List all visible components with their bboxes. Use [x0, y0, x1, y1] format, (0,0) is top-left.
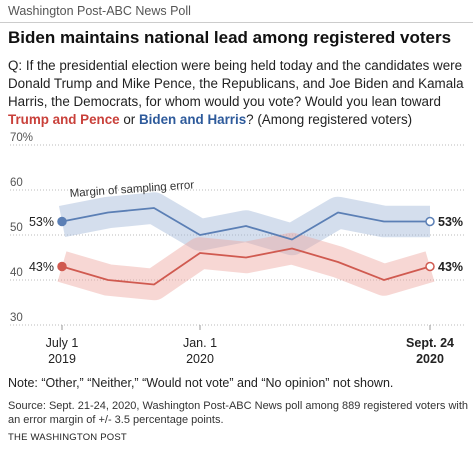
question-text: or [123, 112, 136, 127]
y-tick-label: 40 [10, 267, 23, 279]
series-line [61, 247, 431, 286]
y-tick-label: 60 [10, 177, 23, 189]
brand: Washington Post-ABC News Poll [8, 4, 191, 18]
x-tick-sublabel: 2019 [48, 352, 76, 366]
legend-entry: Biden and Harris [139, 112, 247, 127]
question-text: Q: If the presidential election were bei… [8, 58, 464, 109]
legend-entry: Trump and Pence [8, 112, 120, 127]
error-band [58, 192, 430, 256]
x-tick-label: July 1 [46, 336, 79, 350]
error-band [57, 232, 435, 301]
series-line [61, 207, 430, 241]
value-label: 43% [438, 260, 463, 274]
question: Q: If the presidential election were bei… [8, 57, 468, 129]
y-tick-label: 70% [10, 132, 33, 144]
x-tick-sublabel: 2020 [186, 352, 214, 366]
y-tick-label: 30 [10, 312, 23, 324]
value-label: 53% [438, 215, 463, 229]
value-label: 53% [29, 215, 54, 229]
y-tick-label: 50 [10, 222, 23, 234]
value-label: 43% [29, 260, 54, 274]
chart-title: Biden maintains national lead among regi… [8, 28, 452, 47]
question-text: ? (Among registered voters) [246, 112, 413, 127]
x-tick-label: Sept. 24 [406, 336, 454, 350]
divider [0, 22, 473, 23]
point [57, 216, 67, 227]
point [425, 216, 435, 227]
x-tick-label: Jan. 1 [183, 336, 217, 350]
x-tick-sublabel: 2020 [416, 352, 444, 366]
source: Source: Sept. 21-24, 2020, Washington Po… [8, 400, 469, 426]
note: Note: “Other,” “Neither,” “Would not vot… [8, 376, 394, 390]
point [57, 261, 67, 272]
point [425, 261, 435, 272]
footer: THE WASHINGTON POST [8, 432, 127, 443]
